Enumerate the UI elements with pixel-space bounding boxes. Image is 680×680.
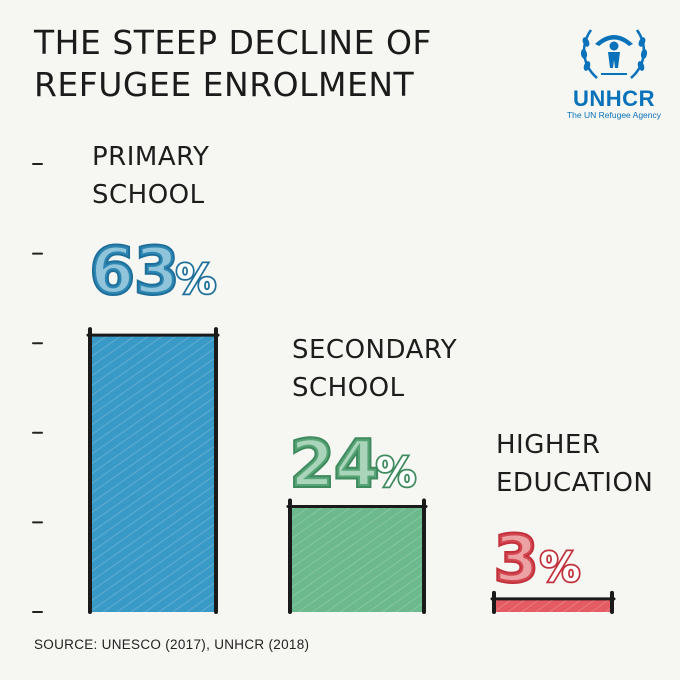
bar-1: [90, 335, 216, 612]
unhcr-emblem-icon: [580, 29, 648, 79]
chart-title: THE STEEP DECLINE OF REFUGEE ENROLMENT: [34, 22, 534, 106]
category-label-3: EDUCATION: [496, 468, 653, 498]
value-label-1: 63: [90, 235, 179, 309]
source-note: SOURCE: UNESCO (2017), UNHCR (2018): [34, 637, 310, 652]
category-label-3: HIGHER: [496, 430, 600, 460]
value-label-2: 24: [290, 428, 379, 502]
value-suffix-2: %: [376, 450, 416, 496]
title-line-2: REFUGEE ENROLMENT: [34, 65, 415, 104]
category-label-2: SECONDARY: [292, 335, 457, 365]
value-label-3: 3: [494, 523, 539, 597]
unhcr-logo: UNHCR The UN Refugee Agency: [562, 22, 666, 122]
category-label-2: SCHOOL: [292, 373, 405, 403]
bar-3: [494, 598, 612, 612]
value-suffix-1: %: [176, 257, 216, 303]
title-line-1: THE STEEP DECLINE OF: [34, 23, 432, 62]
value-suffix-3: %: [540, 545, 580, 591]
logo-tagline: The UN Refugee Agency: [566, 110, 662, 120]
bar-2: [290, 506, 424, 612]
category-label-1: SCHOOL: [92, 180, 205, 210]
bar-chart: PRIMARY SCHOOL 63% SECONDARY SCHOOL 24% HIGHER…: [32, 142, 653, 614]
category-label-1: PRIMARY: [92, 142, 209, 172]
logo-name: UNHCR: [573, 86, 655, 111]
